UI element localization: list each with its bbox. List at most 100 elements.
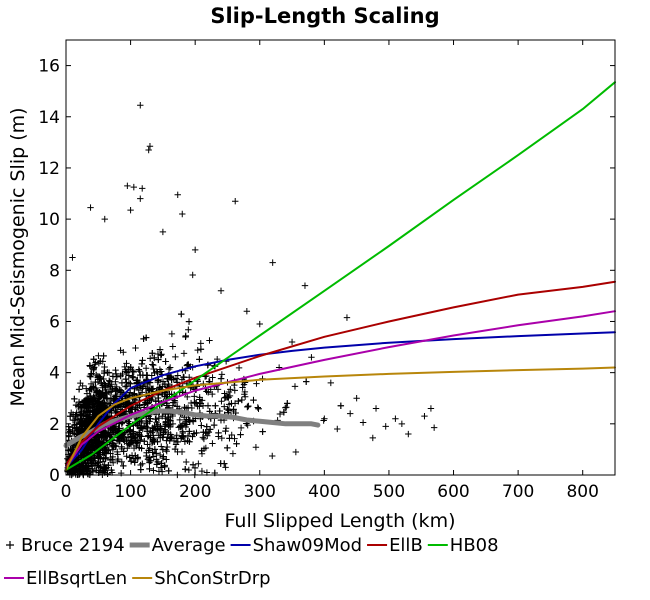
scatter-point bbox=[196, 356, 203, 363]
scatter-point bbox=[168, 330, 176, 338]
scatter-point bbox=[75, 386, 83, 393]
scatter-point bbox=[90, 356, 97, 363]
y-tick-label: 8 bbox=[49, 261, 60, 281]
scatter-point bbox=[164, 433, 171, 441]
scatter-point bbox=[118, 379, 126, 387]
legend-label: Average bbox=[152, 535, 226, 556]
scatter-point bbox=[115, 427, 123, 434]
x-tick-label: 0 bbox=[61, 482, 72, 502]
scatter-point bbox=[83, 390, 91, 397]
scatter-point bbox=[146, 465, 153, 473]
scatter-point bbox=[185, 466, 193, 474]
scatter-point bbox=[109, 373, 117, 380]
series-line-shaw09mod bbox=[65, 331, 616, 469]
scatter-point bbox=[97, 374, 104, 382]
scatter-point bbox=[159, 446, 167, 453]
scatter-point bbox=[127, 458, 135, 465]
scatter-point-outlier bbox=[256, 320, 263, 328]
scatter-point bbox=[197, 340, 204, 347]
scatter-point bbox=[183, 458, 190, 466]
scatter-point bbox=[153, 450, 160, 457]
scatter-point bbox=[166, 364, 174, 371]
scatter-point bbox=[83, 468, 91, 475]
scatter-point bbox=[122, 383, 129, 390]
legend-item-hb08: HB08 bbox=[427, 535, 499, 556]
scatter-point-outlier bbox=[130, 183, 138, 191]
scatter-point bbox=[106, 456, 114, 464]
legend-item-shaw09mod: Shaw09Mod bbox=[230, 535, 362, 556]
scatter-point bbox=[102, 454, 109, 461]
scatter-point bbox=[163, 437, 170, 444]
scatter-point bbox=[203, 423, 210, 430]
scatter-point bbox=[180, 433, 187, 441]
y-tick-label: 12 bbox=[38, 159, 60, 179]
scatter-point bbox=[123, 437, 130, 444]
scatter-point-outlier bbox=[369, 434, 376, 442]
scatter-point bbox=[144, 456, 152, 463]
scatter-point bbox=[189, 271, 196, 279]
scatter-point bbox=[73, 424, 81, 431]
scatter-point bbox=[147, 355, 154, 362]
scatter-point bbox=[161, 463, 168, 470]
scatter-point bbox=[212, 402, 219, 409]
scatter-point bbox=[92, 378, 99, 386]
scatter-point bbox=[124, 444, 131, 452]
scatter-point bbox=[69, 427, 76, 435]
scatter-point bbox=[180, 374, 188, 381]
scatter-point-outlier bbox=[427, 405, 435, 412]
scatter-point bbox=[92, 371, 100, 379]
scatter-point bbox=[191, 393, 198, 400]
series-line-hb08 bbox=[65, 81, 616, 471]
x-axis-label: Full Slipped Length (km) bbox=[225, 510, 456, 532]
scatter-point bbox=[180, 350, 188, 357]
scatter-point bbox=[86, 372, 94, 380]
scatter-point bbox=[105, 446, 113, 454]
scatter-point bbox=[239, 384, 246, 391]
scatter-point bbox=[116, 437, 124, 445]
scatter-point bbox=[132, 452, 139, 459]
scatter-point bbox=[202, 428, 209, 436]
scatter-point bbox=[84, 470, 92, 478]
scatter-point bbox=[101, 380, 108, 387]
scatter-point bbox=[199, 434, 207, 441]
scatter-point bbox=[138, 445, 145, 452]
x-tick-label: 300 bbox=[244, 482, 276, 502]
legend-item-shconstrdrp: ShConStrDrp bbox=[132, 568, 271, 589]
scatter-point bbox=[137, 371, 144, 379]
legend-item-ellb: EllB bbox=[367, 535, 423, 556]
scatter-point-outlier bbox=[87, 204, 94, 211]
scatter-point bbox=[104, 369, 111, 376]
scatter-point-outlier bbox=[217, 287, 225, 294]
scatter-point bbox=[142, 365, 150, 372]
scatter-point bbox=[114, 404, 122, 411]
scatter-point bbox=[162, 358, 169, 365]
scatter-point bbox=[216, 407, 223, 415]
scatter-point-outlier bbox=[343, 314, 351, 321]
scatter-point bbox=[235, 364, 243, 372]
scatter-point bbox=[161, 426, 168, 433]
scatter-point-outlier bbox=[372, 405, 380, 412]
scatter-point bbox=[198, 467, 206, 475]
scatter-point-outlier bbox=[301, 282, 309, 289]
scatter-point bbox=[77, 468, 85, 476]
scatter-point-outlier bbox=[69, 254, 76, 261]
scatter-point-outlier bbox=[405, 430, 412, 438]
scatter-point bbox=[105, 462, 112, 469]
scatter-point bbox=[92, 384, 100, 392]
scatter-point bbox=[105, 380, 112, 388]
scatter-point-outlier bbox=[179, 210, 186, 218]
scatter-point-outlier bbox=[127, 206, 134, 214]
scatter-point bbox=[183, 421, 191, 428]
scatter-point bbox=[196, 403, 203, 410]
scatter-point-outlier bbox=[327, 379, 335, 387]
scatter-point bbox=[210, 421, 218, 429]
scatter-point bbox=[156, 384, 163, 391]
scatter-point bbox=[191, 400, 199, 407]
scatter-point bbox=[135, 429, 143, 436]
legend-label: EllB bbox=[389, 535, 423, 556]
scatter-point bbox=[112, 378, 119, 385]
scatter-point bbox=[198, 447, 205, 454]
scatter-point bbox=[78, 421, 85, 428]
scatter-point bbox=[91, 400, 98, 407]
scatter-point bbox=[139, 383, 147, 390]
